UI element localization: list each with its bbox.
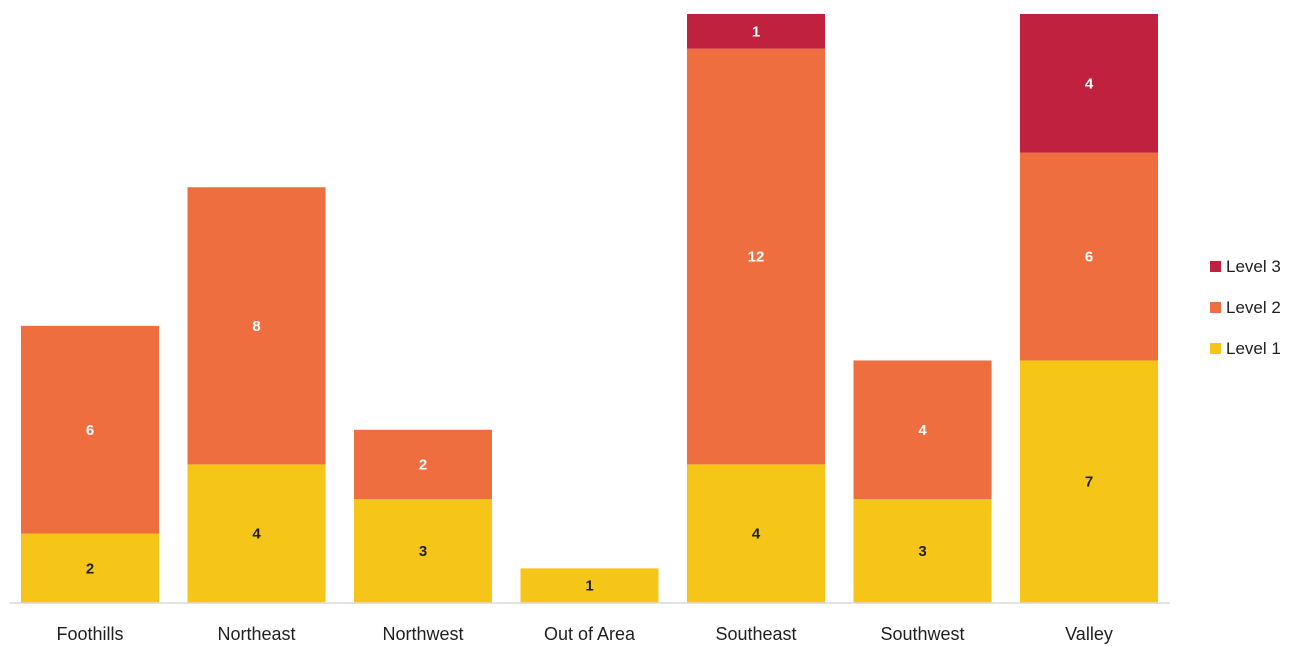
- data-label-northwest-level-1: 3: [419, 543, 427, 560]
- bar-valley-level-1: [1020, 360, 1158, 603]
- data-label-valley-level-2: 6: [1085, 249, 1093, 266]
- bar-northwest-level-1: [354, 499, 492, 603]
- legend-swatch-level-1: [1210, 343, 1221, 354]
- data-label-foothills-level-1: 2: [86, 560, 94, 577]
- bar-southeast-level-1: [687, 464, 825, 603]
- bar-valley-level-2: [1020, 152, 1158, 361]
- data-label-southwest-level-1: 3: [918, 543, 926, 560]
- bar-northeast-level-1: [187, 464, 326, 603]
- bar-southeast-level-3: [687, 14, 825, 49]
- legend-item-level-2: Level 2: [1210, 298, 1281, 317]
- legend-swatch-level-2: [1210, 302, 1221, 313]
- bar-foothills-level-1: [21, 533, 159, 603]
- data-label-foothills-level-2: 6: [86, 422, 94, 439]
- legend-item-level-1: Level 1: [1210, 339, 1281, 358]
- bar-southwest-level-2: [853, 360, 992, 500]
- bar-foothills-level-2: [21, 325, 159, 534]
- bar-northwest-level-2: [354, 429, 492, 500]
- data-label-southeast-level-2: 12: [748, 249, 765, 266]
- x-tick-label-northeast: Northeast: [217, 624, 295, 644]
- legend-swatch-level-3: [1210, 261, 1221, 272]
- x-tick-label-southeast: Southeast: [715, 624, 796, 644]
- bar-out-of-area-level-1: [520, 568, 659, 603]
- legend-label-level-1: Level 1: [1226, 339, 1281, 358]
- x-tick-label-out-of-area: Out of Area: [544, 624, 636, 644]
- legend-label-level-3: Level 3: [1226, 257, 1281, 276]
- data-label-northeast-level-2: 8: [252, 318, 260, 335]
- data-label-southwest-level-2: 4: [918, 422, 927, 439]
- x-tick-label-valley: Valley: [1065, 624, 1113, 644]
- data-label-northwest-level-2: 2: [419, 456, 427, 473]
- legend-label-level-2: Level 2: [1226, 298, 1281, 317]
- data-label-valley-level-3: 4: [1085, 75, 1094, 92]
- x-tick-label-foothills: Foothills: [56, 624, 123, 644]
- bar-southeast-level-2: [687, 48, 825, 465]
- legend-item-level-3: Level 3: [1210, 257, 1281, 276]
- x-axis-labels: Foothills Northeast Northwest Out of Area So…: [56, 624, 1112, 644]
- bar-southwest-level-1: [853, 499, 992, 603]
- legend: Level 3 Level 2 Level 1: [1210, 257, 1281, 358]
- bar-northeast-level-2: [187, 187, 326, 465]
- data-label-northeast-level-1: 4: [252, 526, 261, 543]
- bar-area: 2 6 4 8 3 2 1 4 12 1 3 4 7 6 4: [21, 14, 1158, 603]
- data-label-southeast-level-1: 4: [752, 526, 761, 543]
- bar-valley-level-3: [1020, 14, 1158, 153]
- x-tick-label-northwest: Northwest: [382, 624, 463, 644]
- x-tick-label-southwest: Southwest: [880, 624, 964, 644]
- data-label-southeast-level-3: 1: [752, 23, 760, 40]
- data-label-valley-level-1: 7: [1085, 474, 1093, 491]
- data-label-out-of-area-level-1: 1: [585, 578, 593, 595]
